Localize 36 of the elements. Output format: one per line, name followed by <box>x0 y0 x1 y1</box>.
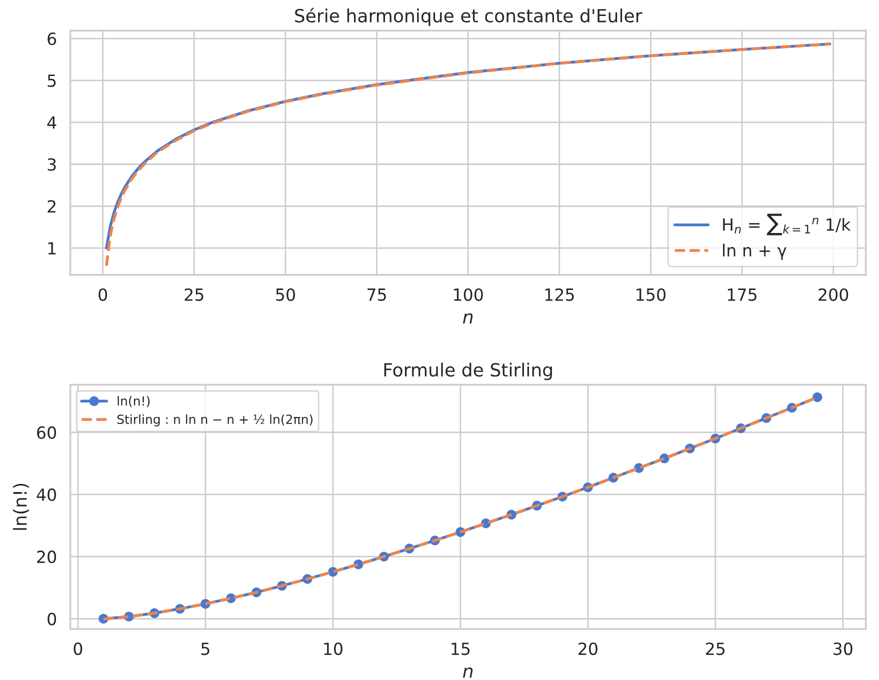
x-tick-label: 30 <box>834 642 852 656</box>
y-tick-label: 6 <box>48 32 56 46</box>
y-tick-label: 20 <box>37 550 56 564</box>
y-tick-label: 60 <box>37 426 56 439</box>
x-tick-label: 5 <box>201 642 210 656</box>
chart-title: Formule de Stirling <box>384 362 552 380</box>
y-tick-label: 0 <box>48 612 56 626</box>
x-tick-label: 125 <box>545 288 574 301</box>
legend-label: ln(n!) <box>118 396 150 408</box>
y-axis-title: ln(n!) <box>12 484 29 530</box>
x-tick-label: 0 <box>98 288 108 301</box>
point <box>812 392 822 402</box>
y-tick-label: 5 <box>48 74 56 88</box>
x-axis-title: n <box>462 667 473 678</box>
y-tick-label: 1 <box>48 242 56 254</box>
x-tick-label: 200 <box>818 288 848 301</box>
y-tick-label: 40 <box>36 488 56 502</box>
x-axis-title: n <box>462 313 473 324</box>
y-tick-label: 4 <box>47 116 56 129</box>
x-tick-label: 20 <box>578 642 598 656</box>
x-tick-label: 50 <box>276 288 295 301</box>
legend-label: H$_{n}$ = ∑$_{k=1}$$^{n}$ 1/k <box>723 214 851 236</box>
y-tick-label: 2 <box>48 200 56 212</box>
y-tick-label: 3 <box>48 158 56 171</box>
x-tick-label: 0 <box>74 642 82 656</box>
x-tick-label: 175 <box>728 288 756 301</box>
x-tick-label: 15 <box>452 642 470 656</box>
legend-label: Stirling : n ln n − n + ½ ln(2πn) <box>117 414 312 426</box>
x-tick-label: 10 <box>324 642 342 656</box>
x-tick-label: 100 <box>454 288 483 301</box>
x-tick-label: 25 <box>706 642 725 656</box>
x-tick-label: 150 <box>636 288 666 301</box>
legend-label: ln n + γ <box>723 244 786 260</box>
chart-title: Série harmonique et constante d'Euler <box>295 8 642 26</box>
x-tick-label: 25 <box>184 288 204 301</box>
x-tick-label: 75 <box>368 288 386 301</box>
